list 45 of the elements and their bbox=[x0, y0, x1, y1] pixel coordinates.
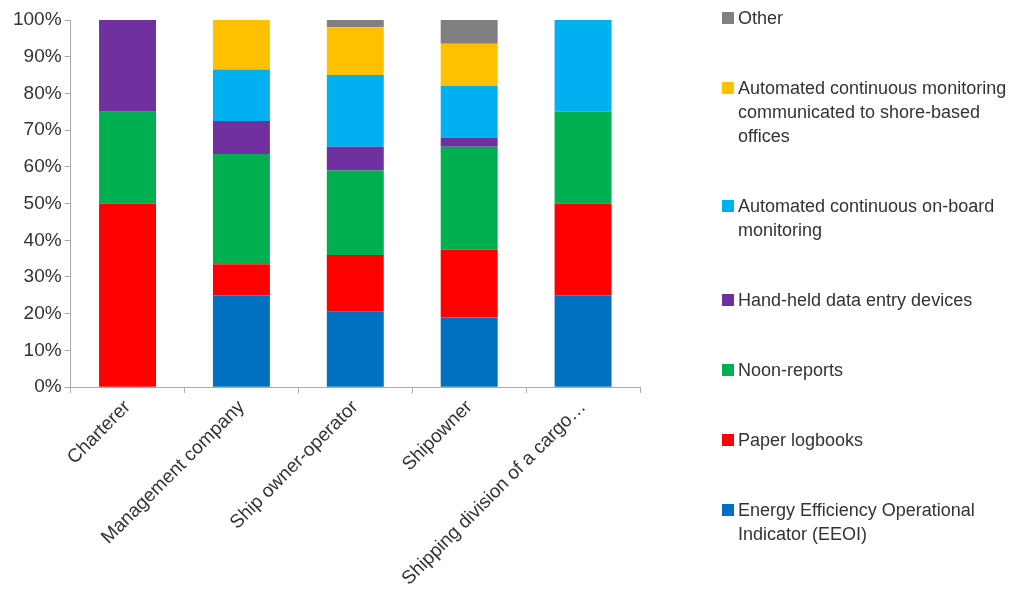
bar bbox=[440, 20, 498, 44]
bar bbox=[99, 203, 157, 387]
legend-label: Hand-held data entry devices bbox=[738, 289, 973, 312]
y-tick-label: 40% bbox=[23, 228, 62, 250]
bar bbox=[554, 20, 612, 112]
legend-label: Energy Efficiency Operational Indicator (EEOI) bbox=[738, 499, 976, 546]
bar bbox=[99, 111, 157, 204]
bar bbox=[440, 43, 498, 87]
y-tick-label: 30% bbox=[23, 265, 62, 287]
y-tick-label: 100% bbox=[12, 8, 62, 30]
y-tick-label: 10% bbox=[23, 338, 62, 360]
y-tick-label: 20% bbox=[23, 301, 62, 323]
y-tick-label: 60% bbox=[23, 155, 62, 177]
bar bbox=[212, 20, 270, 70]
bar bbox=[554, 203, 612, 296]
bar bbox=[212, 154, 270, 265]
bar bbox=[554, 295, 612, 387]
y-tick-label: 80% bbox=[23, 81, 62, 103]
bar bbox=[212, 295, 270, 387]
bar bbox=[212, 264, 270, 296]
bar bbox=[554, 111, 612, 204]
bar bbox=[212, 69, 270, 121]
bar bbox=[326, 20, 384, 28]
bar bbox=[440, 137, 498, 147]
bar bbox=[326, 254, 384, 312]
bar bbox=[440, 86, 498, 138]
y-tick-label: 0% bbox=[34, 375, 62, 397]
bar bbox=[326, 27, 384, 76]
bar bbox=[440, 317, 498, 387]
legend-label: Noon-reports bbox=[738, 359, 844, 382]
bar bbox=[99, 20, 157, 112]
bar bbox=[326, 170, 384, 255]
y-tick-label: 90% bbox=[23, 44, 62, 66]
bar bbox=[440, 249, 498, 318]
bar bbox=[212, 120, 270, 154]
legend-label: Other bbox=[738, 7, 784, 30]
bar bbox=[326, 311, 384, 387]
y-tick-label: 50% bbox=[23, 191, 62, 213]
y-tick-label: 70% bbox=[23, 118, 62, 140]
legend-label: Paper logbooks bbox=[738, 429, 864, 452]
bar bbox=[326, 146, 384, 171]
bar bbox=[440, 146, 498, 250]
legend-label: Automated continuous on-board monitoring bbox=[738, 195, 996, 242]
bar bbox=[326, 75, 384, 147]
legend-label: Automated continuous monitoring communicated to shore-based offices bbox=[738, 77, 1008, 148]
